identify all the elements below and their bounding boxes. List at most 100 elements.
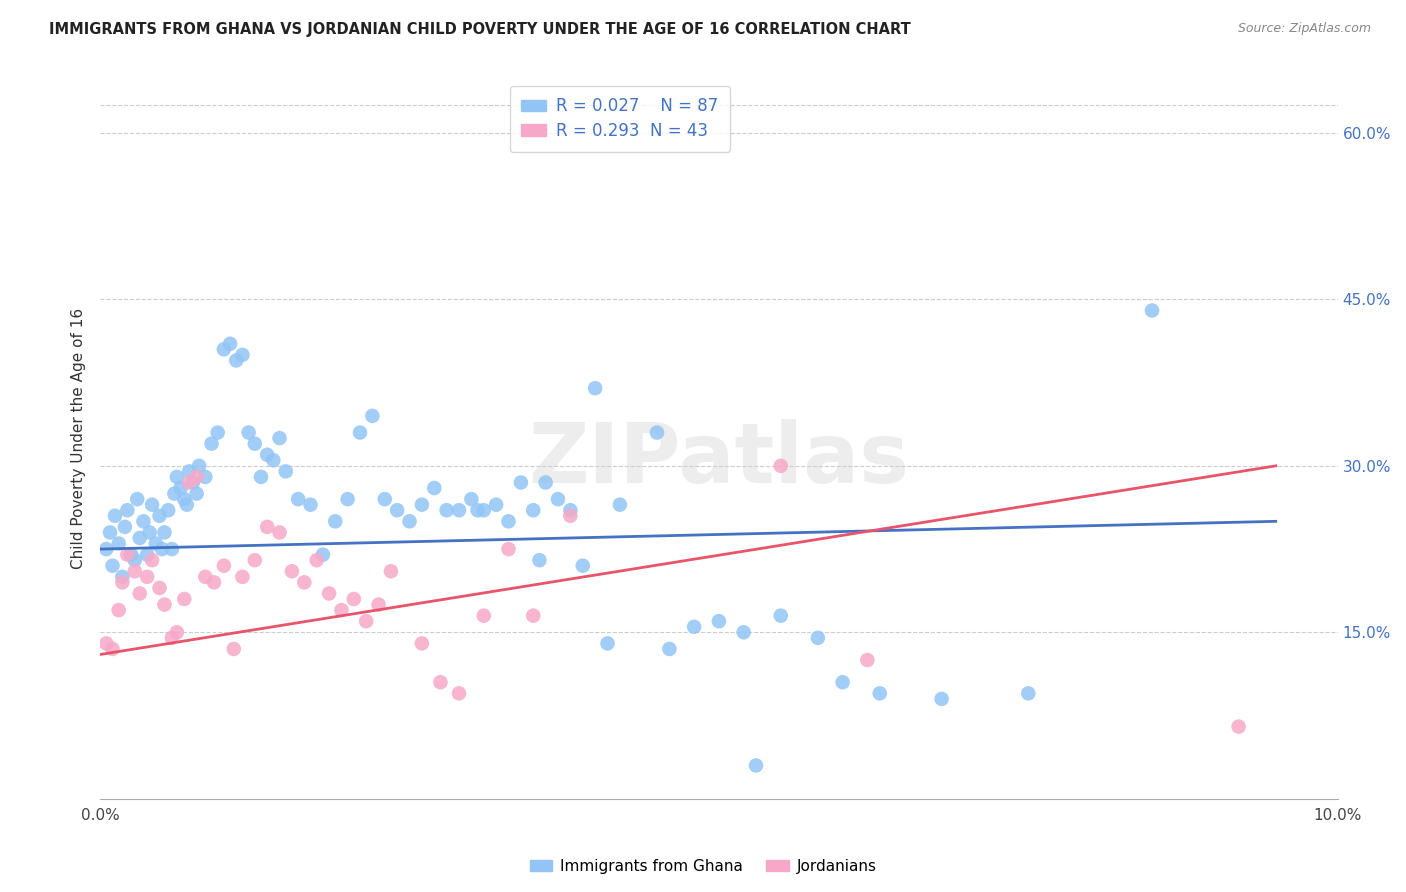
Point	[658, 642, 681, 657]
Point	[509, 475, 531, 490]
Legend: R = 0.027    N = 87, R = 0.293  N = 43: R = 0.027 N = 87, R = 0.293 N = 43	[509, 86, 730, 152]
Point	[374, 492, 396, 507]
Point	[104, 508, 127, 523]
Point	[287, 492, 309, 507]
Point	[354, 614, 377, 628]
Text: IMMIGRANTS FROM GHANA VS JORDANIAN CHILD POVERTY UNDER THE AGE OF 16 CORRELATION: IMMIGRANTS FROM GHANA VS JORDANIAN CHILD…	[49, 22, 911, 37]
Legend: Immigrants from Ghana, Jordanians: Immigrants from Ghana, Jordanians	[523, 853, 883, 880]
Point	[596, 636, 619, 650]
Point	[186, 486, 208, 500]
Point	[343, 592, 366, 607]
Point	[243, 553, 266, 567]
Point	[367, 598, 389, 612]
Point	[136, 570, 159, 584]
Point	[707, 614, 730, 628]
Point	[256, 520, 278, 534]
Point	[349, 425, 371, 440]
Point	[181, 475, 204, 490]
Point	[1017, 686, 1039, 700]
Point	[807, 631, 830, 645]
Point	[398, 514, 420, 528]
Point	[1140, 303, 1163, 318]
Point	[472, 608, 495, 623]
Point	[547, 492, 569, 507]
Point	[117, 548, 139, 562]
Point	[212, 558, 235, 573]
Point	[436, 503, 458, 517]
Point	[262, 453, 284, 467]
Point	[1227, 720, 1250, 734]
Point	[256, 448, 278, 462]
Point	[96, 636, 118, 650]
Point	[522, 503, 544, 517]
Point	[114, 520, 136, 534]
Point	[145, 536, 167, 550]
Point	[222, 642, 245, 657]
Point	[166, 470, 188, 484]
Point	[534, 475, 557, 490]
Point	[522, 608, 544, 623]
Point	[560, 508, 582, 523]
Point	[361, 409, 384, 423]
Point	[231, 348, 253, 362]
Point	[160, 542, 183, 557]
Point	[231, 570, 253, 584]
Point	[98, 525, 121, 540]
Point	[931, 692, 953, 706]
Point	[212, 343, 235, 357]
Point	[120, 548, 142, 562]
Point	[745, 758, 768, 772]
Point	[645, 425, 668, 440]
Text: ZIPatlas: ZIPatlas	[529, 419, 910, 500]
Point	[148, 581, 170, 595]
Point	[733, 625, 755, 640]
Point	[292, 575, 315, 590]
Point	[831, 675, 853, 690]
Point	[101, 558, 124, 573]
Text: Source: ZipAtlas.com: Source: ZipAtlas.com	[1237, 22, 1371, 36]
Point	[411, 636, 433, 650]
Point	[128, 586, 150, 600]
Point	[107, 536, 129, 550]
Point	[498, 514, 520, 528]
Point	[111, 570, 134, 584]
Point	[96, 542, 118, 557]
Point	[312, 548, 335, 562]
Point	[318, 586, 340, 600]
Point	[238, 425, 260, 440]
Point	[117, 503, 139, 517]
Point	[609, 498, 631, 512]
Point	[269, 525, 291, 540]
Point	[157, 503, 180, 517]
Point	[225, 353, 247, 368]
Point	[385, 503, 408, 517]
Point	[128, 531, 150, 545]
Point	[148, 508, 170, 523]
Y-axis label: Child Poverty Under the Age of 16: Child Poverty Under the Age of 16	[72, 308, 86, 569]
Point	[179, 475, 201, 490]
Point	[200, 436, 222, 450]
Point	[281, 564, 304, 578]
Point	[173, 592, 195, 607]
Point	[160, 631, 183, 645]
Point	[243, 436, 266, 450]
Point	[560, 503, 582, 517]
Point	[141, 553, 163, 567]
Point	[107, 603, 129, 617]
Point	[336, 492, 359, 507]
Point	[202, 575, 225, 590]
Point	[111, 575, 134, 590]
Point	[176, 498, 198, 512]
Point	[269, 431, 291, 445]
Point	[429, 675, 451, 690]
Point	[472, 503, 495, 517]
Point	[173, 492, 195, 507]
Point	[380, 564, 402, 578]
Point	[141, 498, 163, 512]
Point	[169, 481, 191, 495]
Point	[323, 514, 346, 528]
Point	[186, 470, 208, 484]
Point	[769, 458, 792, 473]
Point	[101, 642, 124, 657]
Point	[138, 525, 160, 540]
